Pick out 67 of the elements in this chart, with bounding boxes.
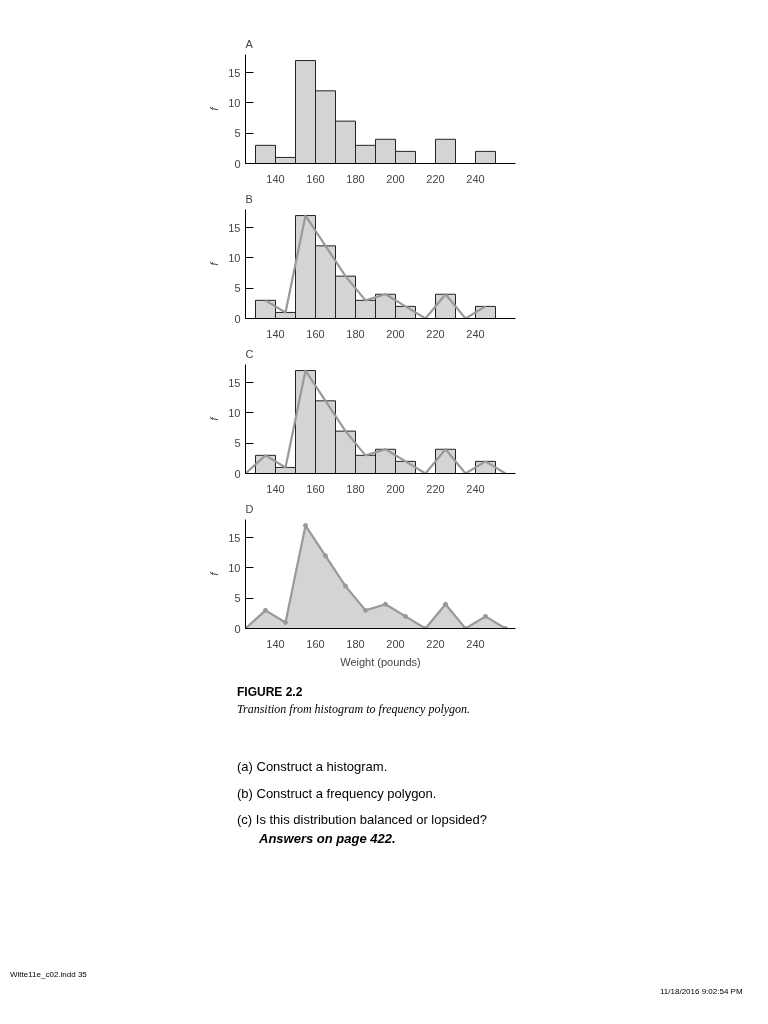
- y-tick-label: 0: [234, 312, 241, 325]
- x-tick-label: 200: [386, 172, 405, 185]
- y-tick-label: 15: [228, 221, 241, 234]
- y-axis-title: f: [208, 106, 221, 111]
- text: (b) Construct a frequency polygon.: [237, 784, 437, 803]
- y-tick-label: 0: [234, 622, 241, 635]
- y-axis-title: f: [208, 571, 221, 576]
- text: (a) Construct a histogram.: [237, 758, 388, 777]
- y-tick-label: 10: [228, 406, 241, 419]
- x-tick-label: 220: [426, 172, 445, 185]
- caption: FIGURE 2.2: [237, 684, 303, 701]
- text: Witte11e_c02.indd 35: [10, 968, 87, 980]
- y-tick-label: 0: [234, 467, 241, 480]
- x-axis-title: Weight (pounds): [340, 655, 421, 668]
- y-axis-title: f: [208, 261, 221, 266]
- point: [323, 553, 328, 559]
- x-tick-label: 240: [466, 327, 485, 340]
- x-tick-label: 160: [306, 637, 325, 650]
- x-tick-label: 140: [266, 637, 285, 650]
- point: [483, 613, 488, 619]
- x-tick-label: 180: [346, 637, 365, 650]
- x-tick-label: 240: [466, 172, 485, 185]
- chart-title: A: [245, 37, 254, 50]
- y-tick-label: 0: [234, 157, 241, 170]
- point: [403, 613, 408, 619]
- x-tick-label: 140: [266, 172, 285, 185]
- y-tick-label: 5: [234, 592, 241, 605]
- text: Transition from histogram to frequency polygon.: [237, 701, 471, 719]
- x-tick-label: 160: [306, 327, 325, 340]
- point: [443, 601, 448, 607]
- point: [283, 619, 288, 625]
- x-tick-label: 220: [426, 482, 445, 495]
- point: [363, 607, 368, 613]
- text: 11/18/2016 9:02:54 PM: [660, 985, 743, 998]
- text: (c) Is this distribution balanced or lopsided?: [237, 811, 488, 830]
- x-tick-label: 180: [346, 327, 365, 340]
- point: [383, 601, 388, 607]
- x-tick-label: 180: [346, 172, 365, 185]
- text: Answers on page 422.: [258, 829, 396, 848]
- y-tick-label: 15: [228, 531, 241, 544]
- y-tick-label: 5: [234, 437, 241, 450]
- x-tick-label: 140: [266, 327, 285, 340]
- y-axis-title: f: [208, 416, 221, 421]
- x-tick-label: 160: [306, 172, 325, 185]
- x-tick-label: 200: [386, 637, 405, 650]
- point: [343, 583, 348, 589]
- x-tick-label: 220: [426, 327, 445, 340]
- y-tick-label: 5: [234, 282, 241, 295]
- x-tick-label: 240: [466, 482, 485, 495]
- chart-title: C: [245, 347, 254, 360]
- y-tick-label: 10: [228, 251, 241, 264]
- chart-title: B: [245, 192, 253, 205]
- y-tick-label: 15: [228, 66, 241, 79]
- x-tick-label: 200: [386, 327, 405, 340]
- y-tick-label: 10: [228, 96, 241, 109]
- point: [263, 607, 268, 613]
- line-series: [245, 369, 507, 474]
- x-tick-label: 220: [426, 637, 445, 650]
- y-tick-label: 15: [228, 376, 241, 389]
- x-tick-label: 240: [466, 637, 485, 650]
- x-tick-label: 200: [386, 482, 405, 495]
- x-tick-label: 140: [266, 482, 285, 495]
- y-tick-label: 10: [228, 561, 241, 574]
- x-tick-label: 160: [306, 482, 325, 495]
- chart-title: D: [245, 502, 254, 515]
- x-tick-label: 180: [346, 482, 365, 495]
- y-tick-label: 5: [234, 127, 241, 140]
